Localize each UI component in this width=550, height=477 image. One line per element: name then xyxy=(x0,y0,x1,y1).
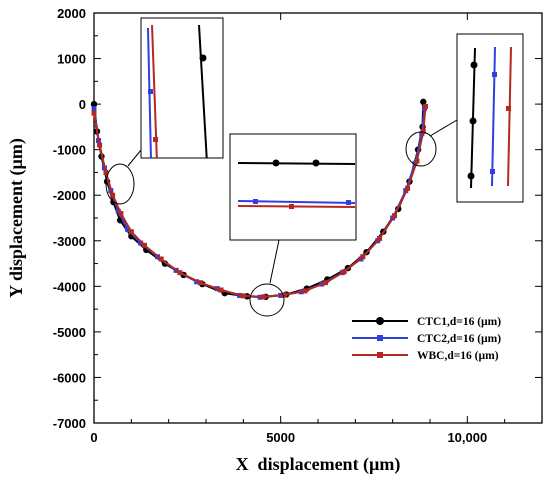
data-point-wbc xyxy=(392,213,398,219)
data-point-wbc xyxy=(103,169,109,175)
inset3-marker-ctc2-a xyxy=(492,72,497,77)
y-tick-label: -7000 xyxy=(53,416,86,431)
legend-label-wbc: WBC,d=16 (µm) xyxy=(417,350,499,362)
y-axis-label: Y displacement (µm) xyxy=(6,138,27,298)
data-point-wbc xyxy=(158,256,164,262)
data-point-wbc xyxy=(322,280,328,286)
inset3-marker-ctc1-a xyxy=(470,61,478,69)
x-axis: 0 5000 10,000 xyxy=(90,13,543,445)
y-tick-label: -6000 xyxy=(53,370,86,385)
inset2-line-ctc1 xyxy=(237,162,356,165)
data-point-ctc2 xyxy=(138,240,144,246)
data-point-ctc2 xyxy=(91,106,97,112)
callout-ellipse-bottom xyxy=(249,283,285,317)
data-point-ctc2 xyxy=(115,208,121,214)
data-point-wbc xyxy=(97,142,103,148)
callout-pointer-bottom xyxy=(269,239,280,284)
data-point-ctc1 xyxy=(420,98,427,106)
legend-marker-ctc2 xyxy=(377,335,383,341)
callout-layer xyxy=(105,119,458,317)
zoom-inset-upper-left xyxy=(140,17,224,159)
data-point-ctc2 xyxy=(125,226,131,232)
data-point-wbc xyxy=(302,288,308,294)
inset2-marker-ctc2-b xyxy=(346,200,351,205)
series-wbc xyxy=(91,103,429,300)
callout-pointer-left xyxy=(127,149,142,167)
data-point-wbc xyxy=(341,269,347,275)
legend: CTC1,d=16 (µm) CTC2,d=16 (µm) WBC,d=16 (… xyxy=(352,316,501,362)
data-point-wbc xyxy=(261,294,267,300)
y-tick-label: -1000 xyxy=(53,143,86,158)
data-point-wbc xyxy=(110,192,116,198)
data-point-wbc xyxy=(141,242,147,248)
legend-label-ctc2: CTC2,d=16 (µm) xyxy=(417,333,501,345)
x-axis-label: X displacement (µm) xyxy=(236,454,401,475)
y-tick-label: 1000 xyxy=(57,52,86,67)
data-point-ctc1 xyxy=(90,100,98,108)
y-tick-label: 0 xyxy=(79,97,86,112)
data-point-wbc xyxy=(128,229,134,235)
data-point-wbc xyxy=(423,103,429,109)
y-tick-label: 2000 xyxy=(57,6,86,21)
legend-entry-wbc: WBC,d=16 (µm) xyxy=(352,350,499,362)
data-point-wbc xyxy=(118,210,124,216)
legend-label-ctc1: CTC1,d=16 (µm) xyxy=(417,316,501,328)
inset3-line-ctc2 xyxy=(491,46,496,187)
inset2-line-wbc xyxy=(237,205,356,208)
data-point-wbc xyxy=(405,185,411,191)
inset1-marker-ctc1 xyxy=(199,54,207,62)
data-point-wbc xyxy=(281,292,287,298)
x-tick-label: 0 xyxy=(90,430,97,445)
legend-entry-ctc2: CTC2,d=16 (µm) xyxy=(352,333,501,345)
data-point-wbc xyxy=(218,287,224,293)
data-point-wbc xyxy=(240,293,246,299)
inset2-marker-ctc1-b xyxy=(312,159,320,167)
y-tick-label: -2000 xyxy=(53,188,86,203)
y-tick-label: -4000 xyxy=(53,279,86,294)
data-point-wbc xyxy=(177,270,183,276)
legend-marker-wbc xyxy=(377,352,383,358)
callout-pointer-right xyxy=(429,119,458,137)
callout-ellipse-right xyxy=(405,131,437,167)
legend-entry-ctc1: CTC1,d=16 (µm) xyxy=(352,316,501,328)
inset3-marker-ctc1-c xyxy=(467,172,475,180)
inset3-line-wbc xyxy=(507,46,512,187)
callout-ellipse-left xyxy=(105,163,135,205)
data-point-wbc xyxy=(91,110,97,116)
inset1-marker-wbc xyxy=(153,137,158,142)
inset1-line-ctc1 xyxy=(198,24,208,158)
inset2-marker-ctc1-a xyxy=(272,159,280,167)
y-axis: 2000 1000 0 -1000 -2000 -3000 -4000 -5000 -6000 -… xyxy=(53,6,542,431)
inset3-marker-ctc2-b xyxy=(490,169,495,174)
series-line-wbc xyxy=(93,106,427,298)
y-tick-label: -5000 xyxy=(53,325,86,340)
inset2-marker-ctc2-a xyxy=(253,199,258,204)
data-point-wbc xyxy=(197,280,203,286)
inset3-marker-ctc1-b xyxy=(469,117,477,125)
x-tick-label: 10,000 xyxy=(447,430,487,445)
inset1-marker-ctc2 xyxy=(148,89,153,94)
data-point-wbc xyxy=(377,236,383,241)
data-point-wbc xyxy=(360,254,366,260)
data-point-wbc xyxy=(414,158,420,164)
data-point-wbc xyxy=(420,128,426,134)
inset3-marker-wbc xyxy=(506,106,511,111)
zoom-inset-right xyxy=(456,33,524,203)
x-tick-label: 5000 xyxy=(266,430,295,445)
inset2-marker-wbc xyxy=(289,204,294,209)
y-tick-label: -3000 xyxy=(53,234,86,249)
legend-marker-ctc1 xyxy=(376,317,384,325)
zoom-inset-center xyxy=(229,133,357,241)
